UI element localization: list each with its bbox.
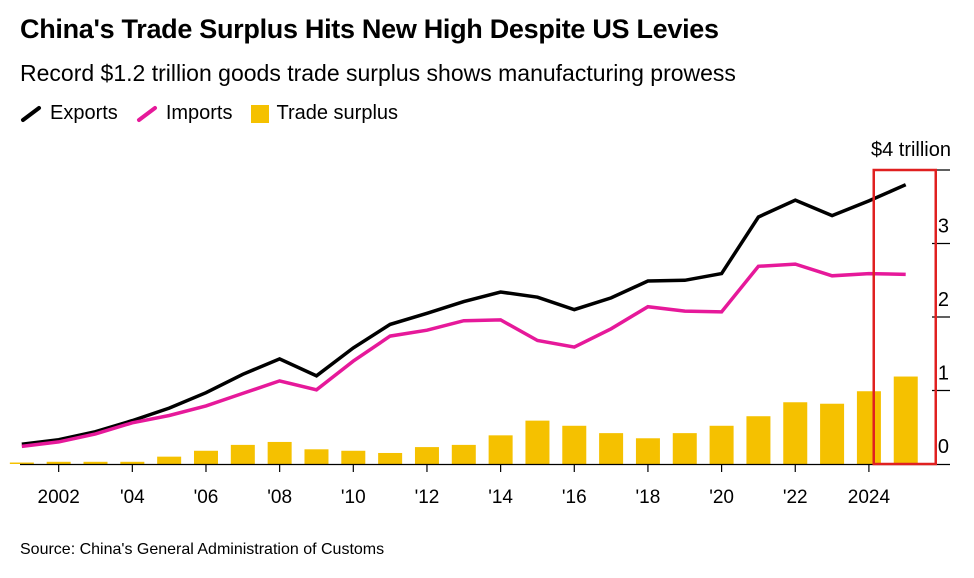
source-note: Source: China's General Administration o… bbox=[20, 541, 385, 558]
surplus-bar-2005 bbox=[157, 456, 182, 464]
surplus-bar-2006 bbox=[193, 450, 218, 464]
surplus-bar-2002 bbox=[46, 461, 71, 464]
legend-label-exports: Exports bbox=[50, 102, 118, 124]
surplus-bar-2023 bbox=[820, 403, 845, 464]
y-tick-label-4: $4 trillion bbox=[871, 139, 951, 161]
surplus-bar-2009 bbox=[304, 449, 329, 464]
surplus-bar-2016 bbox=[562, 425, 587, 464]
x-tick-label-2022: '22 bbox=[783, 487, 808, 508]
chart-title: China's Trade Surplus Hits New High Desp… bbox=[20, 14, 719, 44]
surplus-bar-2011 bbox=[378, 452, 403, 464]
exports-line-icon bbox=[21, 105, 41, 122]
legend: Exports Imports Trade surplus bbox=[20, 102, 416, 125]
x-tick-label-2004: '04 bbox=[120, 487, 145, 508]
surplus-bar-2003 bbox=[83, 461, 108, 464]
x-tick-label-2020: '20 bbox=[709, 487, 734, 508]
x-tick-label-2024: 2024 bbox=[848, 487, 891, 508]
exports-line bbox=[21, 183, 907, 446]
surplus-bar-2013 bbox=[451, 444, 476, 464]
surplus-bar-2010 bbox=[341, 450, 366, 464]
legend-item-trade-surplus: Trade surplus bbox=[250, 102, 399, 125]
imports-line-icon bbox=[136, 105, 157, 122]
surplus-bar-2021 bbox=[746, 416, 771, 464]
x-tick-label-2010: '10 bbox=[341, 487, 366, 508]
x-tick-label-2002: 2002 bbox=[38, 487, 80, 508]
surplus-bar-2004 bbox=[120, 461, 145, 464]
x-tick-label-2008: '08 bbox=[267, 487, 292, 508]
x-tick-label-2014: '14 bbox=[488, 487, 513, 508]
legend-label-imports: Imports bbox=[165, 102, 233, 124]
surplus-bar-2019 bbox=[672, 433, 697, 464]
imports-line bbox=[21, 262, 906, 449]
surplus-bar-2015 bbox=[525, 420, 550, 464]
surplus-bar-2012 bbox=[414, 447, 439, 464]
legend-item-exports: Exports bbox=[20, 102, 118, 125]
x-tick-label-2006: '06 bbox=[194, 487, 219, 508]
y-tick-label-2: 2 bbox=[938, 289, 949, 311]
legend-label-trade-surplus: Trade surplus bbox=[276, 102, 399, 124]
x-tick-label-2016: '16 bbox=[562, 487, 587, 508]
surplus-bar-2001 bbox=[9, 462, 34, 464]
y-tick-label-1: 1 bbox=[938, 363, 949, 385]
surplus-bar-2014 bbox=[488, 435, 513, 464]
surplus-bar-2025 bbox=[893, 376, 918, 464]
surplus-bar-2020 bbox=[709, 425, 734, 464]
surplus-bar-2024 bbox=[856, 391, 881, 464]
x-tick-label-2012: '12 bbox=[415, 487, 440, 508]
surplus-bar-2017 bbox=[599, 433, 624, 464]
legend-item-imports: Imports bbox=[136, 102, 233, 125]
surplus-bar-2022 bbox=[783, 402, 808, 464]
surplus-bar-2018 bbox=[635, 438, 660, 464]
y-tick-label-0: 0 bbox=[938, 436, 949, 458]
highlight-box-2025 bbox=[872, 168, 937, 466]
x-tick-label-2018: '18 bbox=[636, 487, 661, 508]
y-tick-label-3: 3 bbox=[938, 216, 949, 238]
trade-surplus-swatch-icon bbox=[250, 104, 269, 123]
surplus-bar-2008 bbox=[267, 441, 292, 464]
surplus-bar-2007 bbox=[230, 444, 255, 464]
chart-subtitle: Record $1.2 trillion goods trade surplus… bbox=[20, 60, 736, 86]
